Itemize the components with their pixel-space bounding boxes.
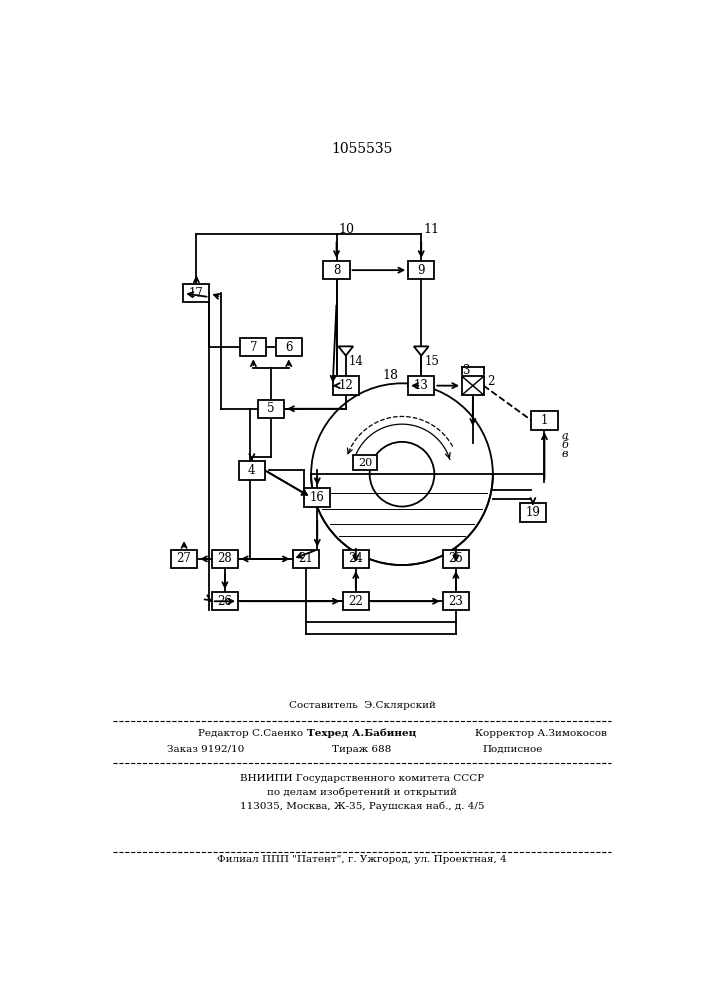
- Text: 2: 2: [486, 375, 494, 388]
- Text: Заказ 9192/10: Заказ 9192/10: [167, 745, 245, 754]
- Bar: [240, 338, 267, 356]
- Text: ВНИИПИ Государственного комитета СССР: ВНИИПИ Государственного комитета СССР: [240, 774, 484, 783]
- Text: 23: 23: [448, 595, 463, 608]
- Text: Техред А.Бабинец: Техред А.Бабинец: [308, 729, 416, 738]
- Text: Подписное: Подписное: [483, 745, 543, 754]
- Bar: [443, 550, 469, 568]
- Text: 20: 20: [358, 458, 372, 468]
- Text: 10: 10: [339, 223, 355, 236]
- Text: Редактор С.Саенко: Редактор С.Саенко: [198, 729, 303, 738]
- Bar: [324, 261, 350, 279]
- Text: 27: 27: [177, 552, 192, 565]
- Text: 3: 3: [462, 364, 469, 377]
- Text: 5: 5: [267, 402, 275, 415]
- Polygon shape: [339, 346, 354, 356]
- Bar: [408, 376, 434, 395]
- Text: 28: 28: [218, 552, 233, 565]
- Text: 14: 14: [349, 355, 363, 368]
- Text: 9: 9: [418, 264, 425, 277]
- Bar: [239, 461, 265, 480]
- Text: Филиал ППП "Патент", г. Ужгород, ул. Проектная, 4: Филиал ППП "Патент", г. Ужгород, ул. Про…: [217, 855, 507, 864]
- Bar: [462, 376, 484, 395]
- Text: б: б: [561, 440, 568, 450]
- Text: 15: 15: [424, 355, 439, 368]
- Text: 13: 13: [414, 379, 428, 392]
- Bar: [258, 400, 284, 418]
- Text: 4: 4: [248, 464, 256, 477]
- Text: 16: 16: [310, 491, 325, 504]
- Bar: [532, 411, 558, 430]
- Text: в: в: [561, 449, 568, 459]
- Text: 7: 7: [250, 341, 257, 354]
- Bar: [293, 550, 319, 568]
- Text: а: а: [561, 431, 568, 441]
- Bar: [343, 550, 369, 568]
- Text: 113035, Москва, Ж-35, Раушская наб., д. 4/5: 113035, Москва, Ж-35, Раушская наб., д. …: [240, 801, 484, 811]
- Text: 6: 6: [285, 341, 293, 354]
- Text: 18: 18: [382, 369, 399, 382]
- Bar: [408, 261, 434, 279]
- Bar: [354, 455, 377, 470]
- Text: по делам изобретений и открытий: по делам изобретений и открытий: [267, 787, 457, 797]
- Bar: [212, 550, 238, 568]
- Text: 1055535: 1055535: [332, 142, 392, 156]
- Bar: [304, 488, 330, 507]
- Text: 11: 11: [423, 223, 440, 236]
- Bar: [171, 550, 197, 568]
- Text: 24: 24: [349, 552, 363, 565]
- Text: 25: 25: [448, 552, 463, 565]
- Text: Корректор А.Зимокосов: Корректор А.Зимокосов: [475, 729, 607, 738]
- Text: Тираж 688: Тираж 688: [332, 745, 392, 754]
- Text: 1: 1: [541, 414, 548, 427]
- Bar: [183, 284, 209, 302]
- Bar: [520, 503, 546, 522]
- Text: 19: 19: [525, 506, 540, 519]
- Polygon shape: [414, 346, 428, 356]
- Bar: [333, 376, 359, 395]
- Text: 22: 22: [349, 595, 363, 608]
- Bar: [276, 338, 302, 356]
- Bar: [212, 592, 238, 610]
- Text: Составитель  Э.Склярский: Составитель Э.Склярский: [288, 701, 436, 710]
- Text: 12: 12: [339, 379, 354, 392]
- Bar: [343, 592, 369, 610]
- Text: 8: 8: [333, 264, 340, 277]
- Text: 21: 21: [298, 552, 313, 565]
- Text: 17: 17: [189, 287, 204, 300]
- Text: 26: 26: [218, 595, 233, 608]
- Bar: [443, 592, 469, 610]
